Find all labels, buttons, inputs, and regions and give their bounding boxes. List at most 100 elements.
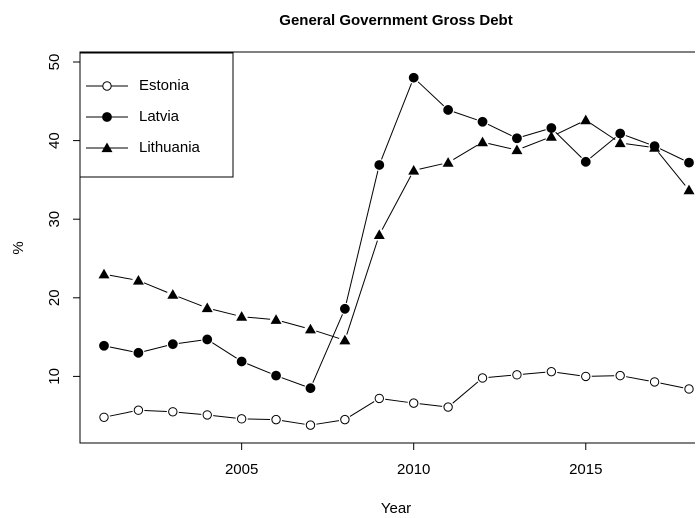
lithuania-segment (281, 320, 305, 329)
legend-label-estonia: Estonia (139, 77, 190, 94)
y-tick-label-40: 40 (46, 132, 63, 149)
latvia-segment (522, 129, 546, 138)
estonia-segment (144, 409, 167, 412)
lithuania-point-2002 (132, 275, 144, 285)
lithuania-segment (556, 122, 581, 135)
latvia-segment (453, 111, 478, 121)
lithuania-segment (381, 175, 412, 230)
latvia-segment (281, 377, 306, 387)
series-latvia (99, 72, 694, 394)
latvia-point-2001 (99, 340, 109, 351)
latvia-segment (659, 148, 684, 161)
estonia-segment (557, 372, 580, 377)
estonia-segment (660, 382, 684, 389)
latvia-segment (625, 135, 650, 145)
estonia-segment (316, 420, 340, 425)
latvia-segment (381, 83, 412, 160)
series-group (98, 72, 695, 430)
latvia-point-2018 (684, 157, 694, 168)
estonia-point-2002 (133, 405, 144, 415)
estonia-segment (591, 375, 615, 377)
lithuania-point-2016 (614, 137, 626, 148)
estonia-segment (213, 415, 236, 419)
latvia-segment (345, 170, 379, 304)
estonia-point-2011 (443, 402, 453, 412)
estonia-segment (247, 418, 271, 420)
estonia-segment (452, 381, 479, 404)
estonia-segment (178, 411, 202, 415)
x-tick-label-2005: 2005 (225, 461, 258, 478)
estonia-point-2010 (409, 398, 419, 408)
latvia-segment (590, 136, 616, 159)
estonia-segment (419, 403, 443, 407)
lithuania-segment (178, 296, 202, 307)
latvia-segment (212, 342, 237, 359)
lithuania-segment (109, 274, 133, 280)
lithuania-segment (143, 282, 168, 293)
latvia-point-2007 (305, 383, 316, 394)
lithuania-segment (453, 144, 478, 160)
latvia-point-2014 (546, 123, 557, 133)
estonia-point-2001 (99, 412, 109, 422)
latvia-point-2012 (477, 116, 488, 127)
legend-label-lithuania: Lithuania (139, 139, 201, 156)
legend-marker-lithuania (101, 142, 113, 153)
y-axis-label: % (10, 241, 27, 254)
latvia-segment (487, 123, 512, 137)
legend-item-lithuania: Lithuania (86, 139, 201, 156)
legend-marker-estonia (102, 81, 112, 91)
estonia-segment (385, 398, 408, 403)
estonia-point-2009 (374, 393, 384, 404)
lithuania-segment (488, 143, 512, 150)
latvia-point-2009 (374, 160, 385, 170)
estonia-point-2016 (615, 370, 625, 381)
series-lithuania (98, 114, 695, 345)
legend-label-latvia: Latvia (139, 108, 180, 125)
lithuania-point-2009 (373, 229, 385, 240)
x-axis-label: Year (381, 500, 411, 517)
estonia-point-2017 (649, 377, 660, 387)
y-tick-label-30: 30 (46, 211, 63, 228)
y-tick-label-20: 20 (46, 289, 63, 306)
lithuania-point-2018 (683, 184, 695, 195)
lithuania-segment (316, 330, 340, 339)
lithuania-segment (626, 143, 649, 148)
latvia-point-2015 (580, 156, 591, 167)
lithuania-segment (419, 163, 443, 170)
latvia-point-2004 (202, 334, 213, 345)
x-tick-label-2015: 2015 (569, 461, 602, 478)
lithuania-point-2003 (167, 289, 179, 299)
latvia-point-2003 (167, 339, 178, 350)
estonia-segment (281, 420, 305, 425)
latvia-point-2010 (408, 72, 419, 83)
latvia-segment (178, 339, 202, 344)
axes: 2005 2010 2015 10 20 30 40 50 (46, 54, 602, 478)
latvia-segment (109, 346, 133, 353)
estonia-segment (488, 374, 512, 378)
legend-marker-latvia (102, 112, 112, 122)
estonia-point-2005 (236, 414, 247, 424)
lithuania-segment (212, 308, 236, 316)
latvia-point-2011 (443, 105, 454, 115)
latvia-point-2008 (339, 303, 350, 314)
estonia-point-2015 (581, 371, 591, 382)
latvia-point-2013 (512, 133, 522, 144)
y-tick-label-50: 50 (46, 54, 63, 71)
plot-frame (79, 51, 695, 444)
legend-item-latvia: Latvia (86, 108, 180, 125)
lithuania-point-2004 (201, 302, 213, 313)
lithuania-segment (247, 316, 271, 320)
latvia-segment (247, 363, 271, 374)
lithuania-segment (657, 152, 686, 186)
lithuania-point-2006 (270, 314, 282, 324)
lithuania-point-2014 (545, 131, 557, 141)
latvia-point-2005 (236, 356, 247, 367)
latvia-segment (555, 131, 582, 158)
lithuania-point-2015 (580, 114, 592, 125)
x-tick-label-2010: 2010 (397, 461, 430, 478)
estonia-segment (109, 410, 133, 417)
lithuania-segment (522, 138, 546, 149)
lithuania-point-2011 (442, 157, 454, 167)
lithuania-segment (590, 123, 616, 141)
